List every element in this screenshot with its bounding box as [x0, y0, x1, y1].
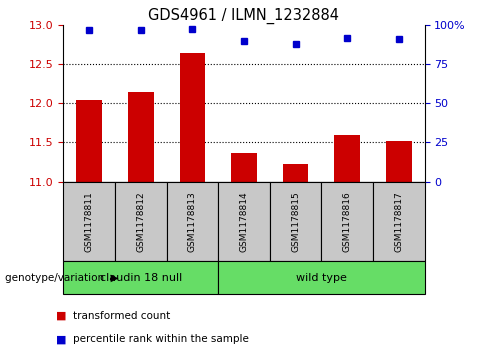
Text: claudin 18 null: claudin 18 null [100, 273, 182, 283]
Bar [128, 92, 154, 182]
Title: GDS4961 / ILMN_1232884: GDS4961 / ILMN_1232884 [148, 8, 340, 24]
Text: GSM1178814: GSM1178814 [240, 191, 248, 252]
Text: percentile rank within the sample: percentile rank within the sample [73, 334, 249, 344]
Text: transformed count: transformed count [73, 311, 170, 321]
Text: GSM1178815: GSM1178815 [291, 191, 300, 252]
Text: GSM1178817: GSM1178817 [394, 191, 403, 252]
Bar [63, 182, 115, 261]
Bar [322, 182, 373, 261]
Bar [63, 261, 218, 294]
Bar [218, 261, 425, 294]
Bar [334, 135, 360, 182]
Text: GSM1178816: GSM1178816 [343, 191, 352, 252]
Text: ■: ■ [56, 334, 66, 344]
Text: GSM1178813: GSM1178813 [188, 191, 197, 252]
Bar [180, 53, 205, 181]
Text: GSM1178812: GSM1178812 [136, 191, 145, 252]
Bar [115, 182, 166, 261]
Bar [283, 164, 308, 182]
Bar [386, 141, 412, 182]
Bar [166, 182, 218, 261]
Text: ■: ■ [56, 311, 66, 321]
Bar [231, 152, 257, 182]
Text: genotype/variation  ▶: genotype/variation ▶ [5, 273, 119, 283]
Text: wild type: wild type [296, 273, 347, 283]
Bar [373, 182, 425, 261]
Text: GSM1178811: GSM1178811 [85, 191, 94, 252]
Bar [76, 99, 102, 182]
Bar [218, 182, 270, 261]
Bar [270, 182, 322, 261]
